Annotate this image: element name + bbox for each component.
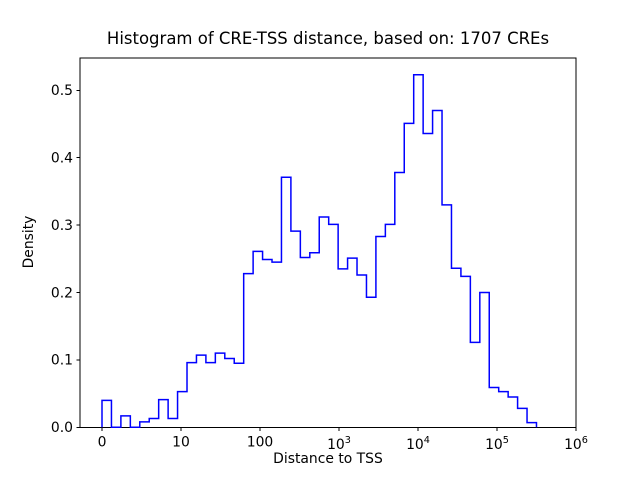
x-tick-label: 10 [172,435,190,451]
axes-box [79,57,577,428]
y-tick-label: 0.4 [51,151,73,167]
y-tick-label: 0.2 [51,285,73,301]
histogram-step-line [101,74,538,429]
x-tick-label: 105 [485,435,509,453]
y-tick-label: 0.0 [51,420,73,436]
y-tick-label: 0.5 [51,83,73,99]
x-tick-label: 106 [564,435,588,453]
y-tick-label: 0.3 [51,218,73,234]
y-tick-label: 0.1 [51,353,73,369]
x-tick-label: 104 [406,435,430,453]
x-tick-label: 103 [327,435,351,453]
x-axis-label: Distance to TSS [273,451,383,467]
plot-title: Histogram of CRE-TSS distance, based on:… [106,29,550,48]
x-tick-label: 0 [98,435,107,451]
x-tick-label: 100 [247,435,274,451]
y-axis-label: Density [21,215,37,269]
